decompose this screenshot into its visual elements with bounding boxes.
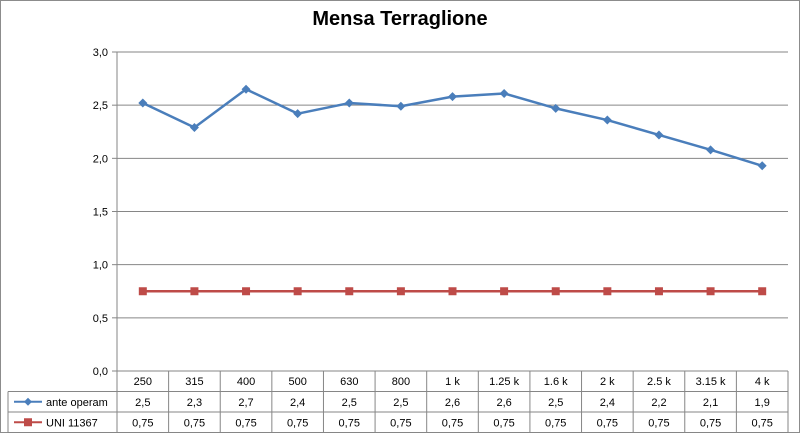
data-point [396,287,405,296]
data-point [758,287,767,296]
y-tick-label: 0,5 [93,313,108,325]
y-tick-label: 1,0 [93,260,108,272]
data-point [706,287,715,296]
data-point [757,161,767,171]
data-table-cell: 2,3 [187,397,202,409]
x-tick-label: 1 k [445,376,460,388]
data-table-cell: 0,75 [132,417,153,429]
data-table-cell: 2,6 [496,397,511,409]
chart-title: Mensa Terraglione [312,8,488,30]
x-tick-label: 400 [237,376,255,388]
data-table-cell: 0,75 [235,417,256,429]
data-point [396,101,406,111]
data-point [189,122,199,132]
data-table-cell: 0,75 [751,417,772,429]
data-table-cell: 2,4 [290,397,305,409]
x-tick-label: 1.6 k [544,376,568,388]
data-point [293,109,303,119]
data-point [500,287,509,296]
data-table-cell: 2,6 [445,397,460,409]
data-table-cell: 0,75 [339,417,360,429]
data-point [602,115,612,125]
data-table-cell: 0,75 [390,417,411,429]
data-point [241,84,251,94]
data-table-cell: 1,9 [755,397,770,409]
data-table-cell: 0,75 [184,417,205,429]
data-table-cell: 2,2 [651,397,666,409]
data-point [345,287,354,296]
x-tick-label: 250 [134,376,152,388]
y-tick-label: 3,0 [93,47,108,59]
data-point [603,287,612,296]
data-point [448,287,457,296]
data-table-cell: 0,75 [493,417,514,429]
x-tick-label: 630 [340,376,358,388]
data-point [654,287,663,296]
data-table-cell: 0,75 [287,417,308,429]
x-tick-label: 500 [288,376,306,388]
y-tick-label: 1,5 [93,207,108,219]
y-tick-label: 2,5 [93,100,108,112]
data-point [551,103,561,113]
data-table-cell: 0,75 [442,417,463,429]
data-table-cell: 2,1 [703,397,718,409]
legend-key-marker [24,397,32,406]
x-tick-label: 1.25 k [489,376,519,388]
data-point [551,287,560,296]
data-table-cell: 2,5 [135,397,150,409]
legend-key-marker [24,418,32,427]
data-table-cell: 2,4 [600,397,615,409]
x-tick-label: 315 [185,376,203,388]
data-table-cell: 0,75 [545,417,566,429]
data-point [499,88,509,98]
data-point [293,287,302,296]
data-point [654,130,664,140]
x-tick-label: 800 [392,376,410,388]
data-point [448,92,457,102]
data-table-cell: 0,75 [597,417,618,429]
data-table-cell: 2,5 [393,397,408,409]
data-point [138,98,148,108]
x-tick-label: 3.15 k [696,376,726,388]
x-tick-label: 4 k [755,376,770,388]
data-table-cell: 2,5 [548,397,563,409]
legend-label: ante operam [46,397,108,409]
data-table-cell: 0,75 [648,417,669,429]
data-point [190,287,199,296]
data-table-cell: 0,75 [700,417,721,429]
data-point [242,287,251,296]
y-tick-label: 2,0 [93,153,108,165]
data-point [138,287,147,296]
data-point [706,145,716,155]
x-tick-label: 2 k [600,376,615,388]
data-table-cell: 2,7 [238,397,253,409]
data-table-cell: 2,5 [342,397,357,409]
data-point [344,98,354,108]
legend-label: UNI 11367 [46,417,98,429]
y-tick-label: 0,0 [93,366,108,378]
x-tick-label: 2.5 k [647,376,671,388]
